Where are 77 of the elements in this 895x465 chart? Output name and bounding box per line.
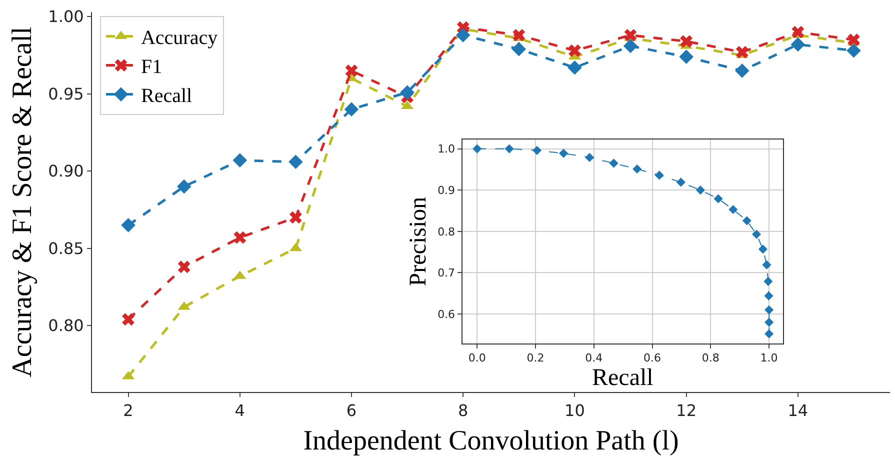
- point: [714, 194, 723, 204]
- point: [696, 186, 706, 195]
- x-tick-label: 4: [234, 401, 245, 420]
- x-tick-label: 0.4: [585, 352, 603, 365]
- point: [654, 170, 664, 180]
- point: [532, 146, 542, 155]
- point: [742, 216, 752, 226]
- y-tick-label: 1.00: [48, 7, 84, 26]
- point: [764, 318, 774, 327]
- point: [568, 44, 581, 57]
- x-axis-title: Independent Convolution Path (l): [303, 425, 679, 456]
- point: [456, 28, 470, 42]
- point: [764, 276, 773, 286]
- x-tick-label: 6: [346, 401, 357, 420]
- y-tick-label: 0.85: [48, 238, 84, 258]
- x-tick-label: 8: [458, 401, 468, 420]
- point: [609, 158, 618, 168]
- point: [345, 64, 358, 77]
- point: [676, 178, 686, 187]
- point: [752, 230, 762, 239]
- y-tick-label: 0.8: [438, 225, 456, 238]
- x-tick-label: 12: [676, 401, 696, 420]
- point: [734, 64, 750, 78]
- x-tick-label: 0.2: [526, 352, 544, 365]
- point: [764, 305, 774, 314]
- y-tick-label: 0.6: [438, 308, 456, 321]
- y-tick-label: 0.80: [48, 316, 84, 336]
- point: [623, 38, 638, 54]
- x-tick-label: 14: [788, 401, 808, 420]
- point: [504, 144, 514, 154]
- point: [758, 244, 768, 254]
- point: [764, 291, 774, 300]
- point: [400, 85, 414, 100]
- y-tick-label: 0.90: [48, 162, 84, 181]
- point: [846, 43, 861, 58]
- y-tick-label: 1.0: [438, 142, 456, 156]
- point: [289, 211, 302, 224]
- x-tick-label: 2: [123, 401, 134, 420]
- point: [736, 46, 748, 58]
- point: [122, 313, 134, 326]
- point: [728, 204, 738, 214]
- point: [234, 231, 246, 244]
- x-tick-label: 10: [564, 401, 585, 420]
- point: [176, 179, 192, 194]
- x-tick-label: 0.6: [644, 352, 662, 365]
- point: [624, 28, 637, 42]
- point: [232, 153, 248, 168]
- point: [472, 144, 482, 154]
- point: [512, 42, 526, 56]
- y-tick-label: 0.9: [438, 184, 456, 197]
- x-tick-label: 1.0: [760, 352, 778, 365]
- point: [792, 26, 804, 38]
- point: [288, 154, 303, 169]
- point: [790, 37, 806, 52]
- point: [764, 329, 774, 338]
- x-tick-label: 0.0: [468, 352, 486, 365]
- x-tick-label: 0.8: [702, 352, 720, 365]
- y-axis-title: Precision: [406, 196, 432, 286]
- y-tick-label: 0.95: [48, 84, 84, 104]
- legend-label: Accuracy: [140, 27, 218, 50]
- point: [632, 164, 642, 174]
- point: [121, 218, 136, 232]
- point: [679, 50, 694, 64]
- point: [344, 102, 359, 116]
- point: [568, 60, 582, 75]
- point: [762, 260, 772, 270]
- y-axis-title: Accuracy & F1 Score & Recall: [6, 26, 38, 378]
- point: [512, 28, 526, 42]
- legend-label: Recall: [140, 85, 193, 108]
- x-axis-title: Recall: [592, 364, 654, 391]
- point: [178, 260, 190, 274]
- legend-label: F1: [140, 56, 162, 78]
- point: [584, 152, 594, 162]
- point: [559, 148, 568, 158]
- point: [680, 35, 693, 48]
- point: [848, 34, 860, 46]
- y-tick-label: 0.7: [438, 266, 456, 280]
